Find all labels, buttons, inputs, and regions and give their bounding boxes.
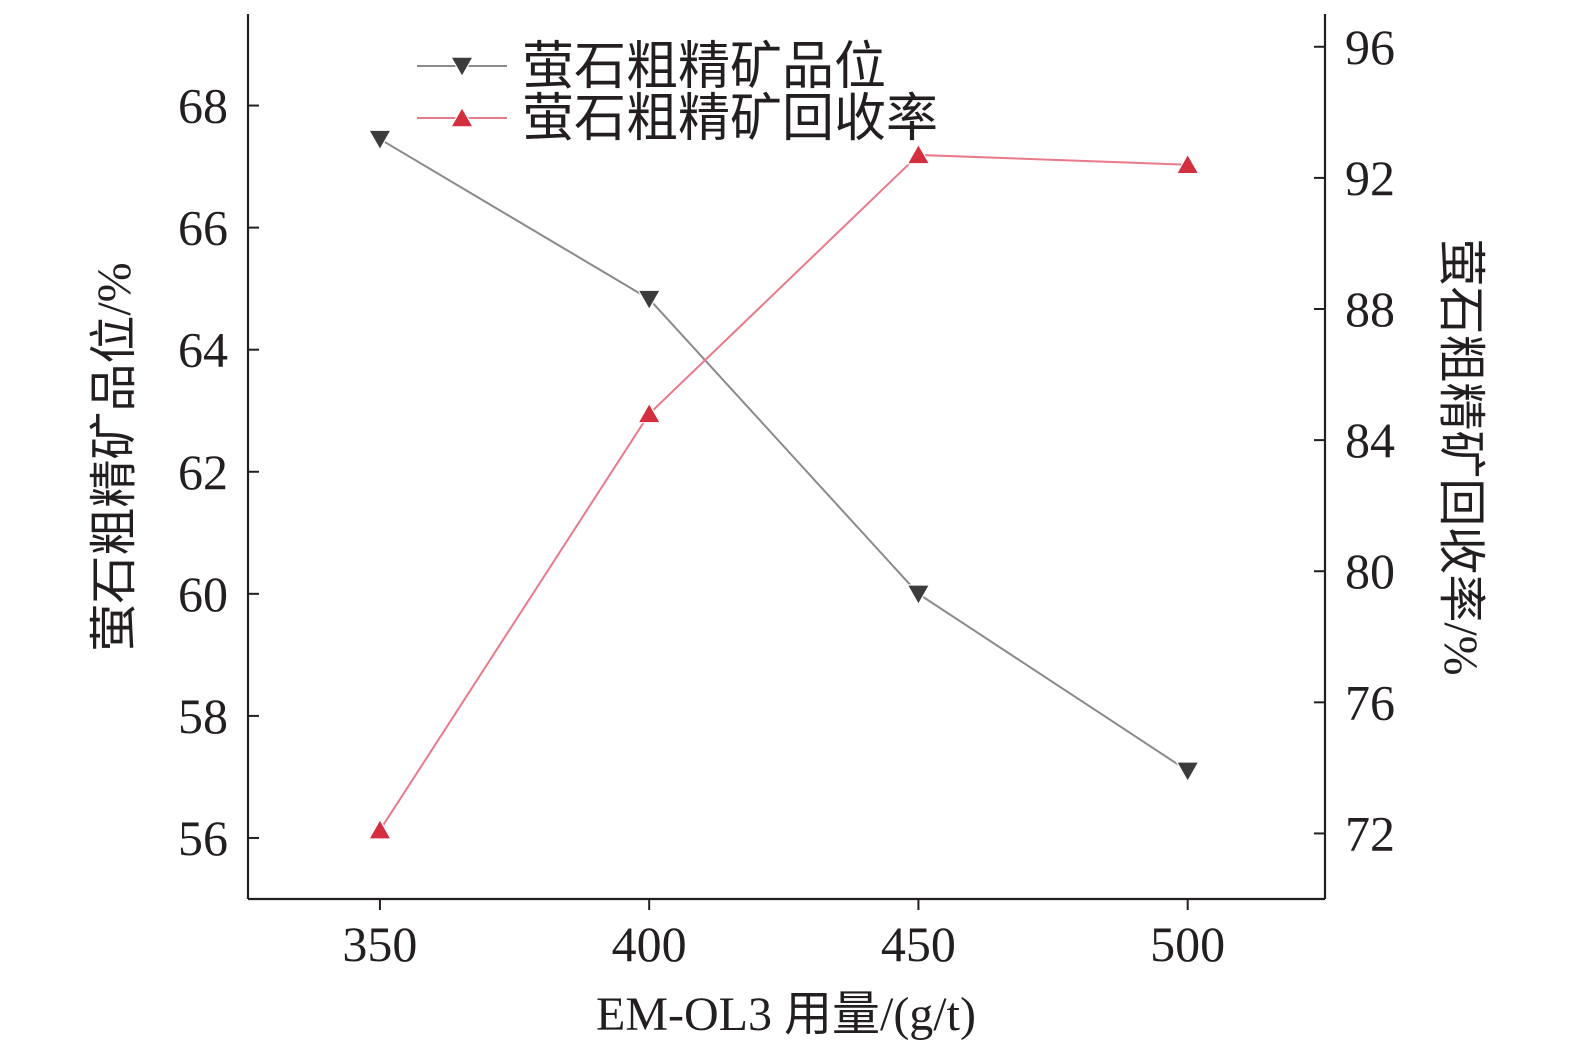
data-point-series-1 bbox=[367, 129, 392, 151]
y-right-tick-label: 76 bbox=[1345, 674, 1395, 730]
data-point-series-1 bbox=[637, 289, 662, 311]
x-axis-title: EM-OL3 用量/(g/t) bbox=[596, 988, 976, 1041]
y-axis-left-title: 萤石粗精矿品位/% bbox=[88, 262, 141, 651]
y-left-tick-label: 56 bbox=[178, 810, 228, 866]
y-axis-right-title: 萤石粗精矿回收率/% bbox=[1434, 238, 1487, 675]
y-right-tick-label: 92 bbox=[1345, 150, 1395, 206]
data-point-series-2 bbox=[906, 143, 931, 165]
data-point-series-1 bbox=[1175, 761, 1200, 783]
legend-marker-2 bbox=[449, 106, 475, 128]
x-tick-label: 400 bbox=[612, 916, 687, 972]
series-line-2 bbox=[379, 153, 1188, 831]
y-left-tick-label: 58 bbox=[178, 688, 228, 744]
series-layer bbox=[367, 129, 1200, 840]
legend-label-2: 萤石粗精矿回收率 bbox=[522, 91, 938, 148]
y-left-tick-label: 60 bbox=[178, 566, 228, 622]
x-tick-label: 450 bbox=[881, 916, 956, 972]
legend-marker-1 bbox=[449, 56, 475, 78]
y-right-tick-label: 88 bbox=[1345, 281, 1395, 337]
y-left-tick-label: 64 bbox=[178, 322, 228, 378]
y-right-tick-label: 96 bbox=[1345, 19, 1395, 75]
data-point-series-2 bbox=[1175, 153, 1200, 175]
y-left-tick-label: 66 bbox=[178, 200, 228, 256]
y-right-tick-label: 84 bbox=[1345, 412, 1395, 468]
axes-frame bbox=[246, 14, 1327, 901]
y-right-tick-label: 80 bbox=[1345, 543, 1395, 599]
data-point-series-2 bbox=[637, 402, 662, 424]
x-tick-label: 500 bbox=[1150, 916, 1225, 972]
data-point-series-2 bbox=[367, 818, 392, 840]
y-right-tick-label: 72 bbox=[1345, 805, 1395, 861]
y-left-tick-label: 68 bbox=[178, 78, 228, 134]
tick-marks: 350 400 450 500 56 58 60 62 64 66 68 72 76 80 84 88 92 96 bbox=[178, 19, 1395, 972]
legend-label-1: 萤石粗精矿品位 bbox=[522, 39, 886, 96]
y-left-tick-label: 62 bbox=[178, 444, 228, 500]
data-point-series-1 bbox=[906, 584, 931, 606]
series-line-1 bbox=[379, 138, 1189, 772]
x-tick-label: 350 bbox=[342, 916, 417, 972]
